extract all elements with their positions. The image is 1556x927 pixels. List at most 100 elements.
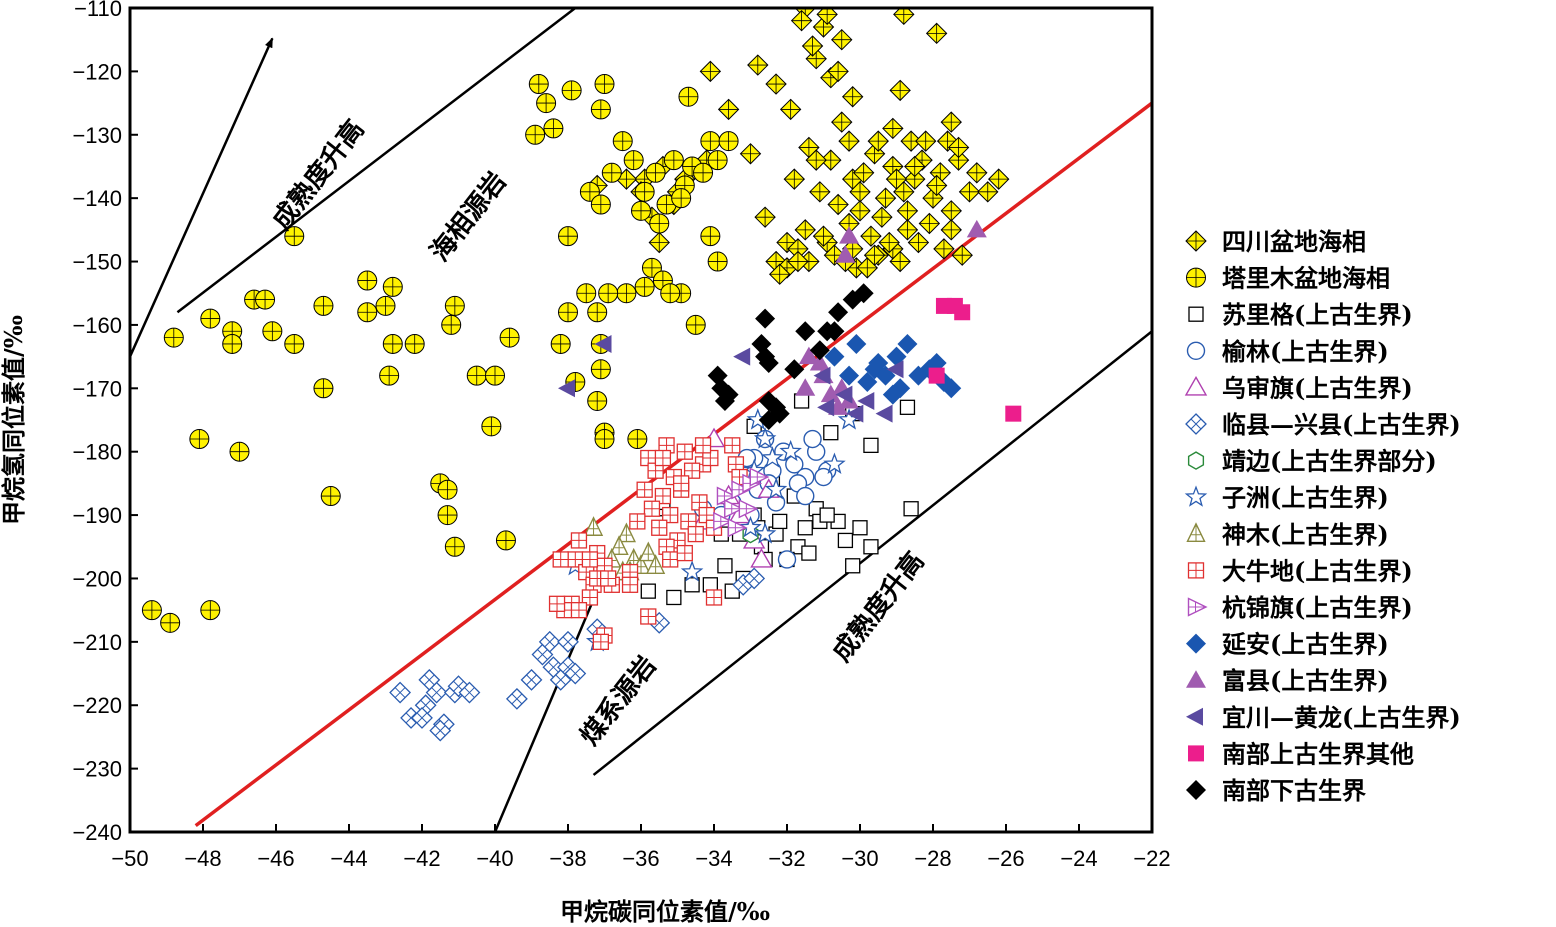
data-point	[743, 567, 766, 590]
data-point	[694, 437, 712, 454]
data-point	[954, 304, 971, 321]
data-point	[831, 28, 853, 51]
data-point	[903, 501, 919, 517]
data-point	[837, 532, 854, 549]
data-point	[590, 194, 611, 215]
y-tick-label: −120	[72, 59, 122, 84]
data-point	[676, 443, 693, 460]
data-point	[787, 250, 809, 273]
data-point	[662, 551, 679, 568]
data-point	[857, 371, 878, 392]
legend-label: 苏里格(上古生界)	[1222, 300, 1413, 329]
data-point	[570, 602, 588, 619]
y-tick-label: −160	[72, 313, 122, 338]
data-point	[863, 244, 886, 266]
data-point	[590, 99, 611, 120]
data-point	[718, 131, 739, 152]
data-point	[904, 155, 926, 178]
legend-label: 子洲(上古生界)	[1222, 483, 1389, 512]
legend-item: 靖边(上古生界部分)	[1187, 447, 1437, 476]
data-point	[925, 174, 948, 197]
data-point	[809, 181, 831, 203]
data-point	[579, 181, 600, 202]
x-tick-label: −30	[841, 846, 878, 871]
data-point	[893, 8, 915, 26]
data-point	[543, 118, 564, 139]
data-point	[357, 270, 378, 291]
data-point	[824, 346, 845, 367]
data-point	[707, 150, 728, 171]
x-tick-label: −26	[987, 846, 1024, 871]
data-point	[189, 429, 210, 450]
data-point	[389, 681, 412, 704]
data-point	[641, 257, 662, 278]
marine-source-label: 海相源岩	[425, 167, 513, 267]
x-tick-label: −42	[403, 846, 440, 871]
y-tick-label: −140	[72, 186, 122, 211]
data-point	[598, 283, 619, 304]
data-point	[683, 462, 701, 479]
data-point	[839, 365, 860, 386]
data-point	[587, 302, 608, 323]
data-point	[660, 283, 681, 304]
data-point	[558, 226, 578, 247]
data-point	[951, 244, 973, 266]
data-point	[940, 111, 962, 133]
legend-item: 杭锦旗(上古生界)	[1187, 593, 1413, 622]
data-point	[940, 219, 962, 241]
data-point	[609, 535, 629, 555]
data-point	[458, 681, 481, 704]
x-tick-label: −44	[330, 846, 367, 871]
data-point	[827, 60, 849, 83]
data-point	[444, 536, 465, 557]
legend-item: 榆林(上古生界)	[1186, 337, 1389, 366]
data-point	[827, 193, 849, 216]
data-point	[794, 219, 816, 241]
data-point	[813, 366, 831, 385]
legend-label: 靖边(上古生界部分)	[1222, 447, 1437, 476]
data-point	[860, 225, 882, 247]
data-point	[790, 9, 813, 32]
data-point	[444, 295, 465, 316]
data-point	[749, 467, 770, 487]
data-point	[558, 302, 578, 323]
data-point	[702, 449, 719, 467]
data-point	[612, 131, 633, 152]
data-point	[779, 98, 802, 121]
data-point	[896, 219, 919, 241]
legend-marker	[1185, 413, 1207, 435]
data-point	[700, 131, 721, 152]
data-point	[878, 231, 900, 254]
data-point	[805, 149, 827, 171]
data-point	[676, 544, 693, 562]
legend-item: 塔里木盆地海相	[1186, 264, 1390, 293]
legend-label: 富县(上古生界)	[1222, 666, 1389, 695]
data-point	[846, 333, 867, 354]
data-point	[918, 212, 941, 235]
data-point	[820, 149, 842, 171]
data-point	[581, 551, 599, 568]
data-point	[784, 359, 805, 380]
data-point	[662, 506, 679, 524]
data-point	[505, 687, 528, 710]
data-point	[654, 449, 672, 467]
data-point	[852, 162, 875, 184]
data-point	[890, 378, 911, 399]
legend-marker	[1186, 707, 1203, 726]
legend-marker	[1188, 306, 1204, 322]
data-point	[685, 314, 706, 335]
data-point	[823, 452, 846, 474]
data-point	[966, 219, 987, 238]
legend-marker	[1186, 522, 1206, 542]
x-axis-title: 甲烷碳同位素值/‰	[560, 897, 770, 926]
data-point	[812, 225, 835, 247]
data-point	[375, 295, 396, 316]
data-point	[738, 499, 759, 519]
data-point	[678, 86, 699, 107]
legend-marker	[1187, 597, 1208, 617]
data-point	[809, 340, 830, 361]
data-point	[958, 181, 981, 203]
y-tick-label: −190	[72, 503, 122, 528]
data-point	[753, 427, 777, 449]
x-tick-label: −24	[1060, 846, 1097, 871]
